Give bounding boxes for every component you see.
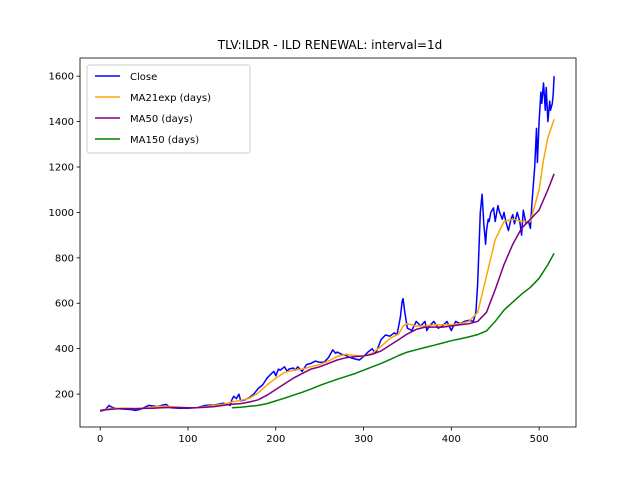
x-tick-label: 200 [266,434,285,445]
legend-label-1: MA21exp (days) [130,93,211,104]
y-tick-label: 1600 [49,72,74,83]
y-tick-label: 800 [55,253,74,264]
x-tick-label: 400 [442,434,461,445]
y-tick-label: 1400 [49,117,74,128]
x-tick-label: 300 [354,434,373,445]
y-tick-label: 600 [55,299,74,310]
legend-box [86,64,251,154]
y-tick-label: 200 [55,390,74,401]
series-line-0 [100,76,555,412]
legend-label-0: Close [130,72,157,83]
x-tick-label: 500 [530,434,549,445]
legend-label-3: MA150 (days) [130,135,199,146]
plot-frame [79,57,577,428]
series-line-2 [100,173,555,412]
legend-label-2: MA50 (days) [130,114,193,125]
chart-title: TLV:ILDR - ILD RENEWAL: interval=1d [217,38,443,52]
x-tick-label: 0 [97,434,103,445]
series-line-1 [100,119,555,412]
series-line-3 [231,252,555,409]
y-tick-label: 1000 [49,208,74,219]
y-tick-label: 1200 [49,162,74,173]
plot-area [100,76,555,412]
legend: Close MA21exp (days) MA50 (days) MA150 (day… [86,64,251,154]
axes: 0 100 200 300 400 500 200 400 600 800 1000 1200 1400… [49,57,577,445]
x-tick-label: 100 [178,434,197,445]
y-tick-label: 400 [55,344,74,355]
